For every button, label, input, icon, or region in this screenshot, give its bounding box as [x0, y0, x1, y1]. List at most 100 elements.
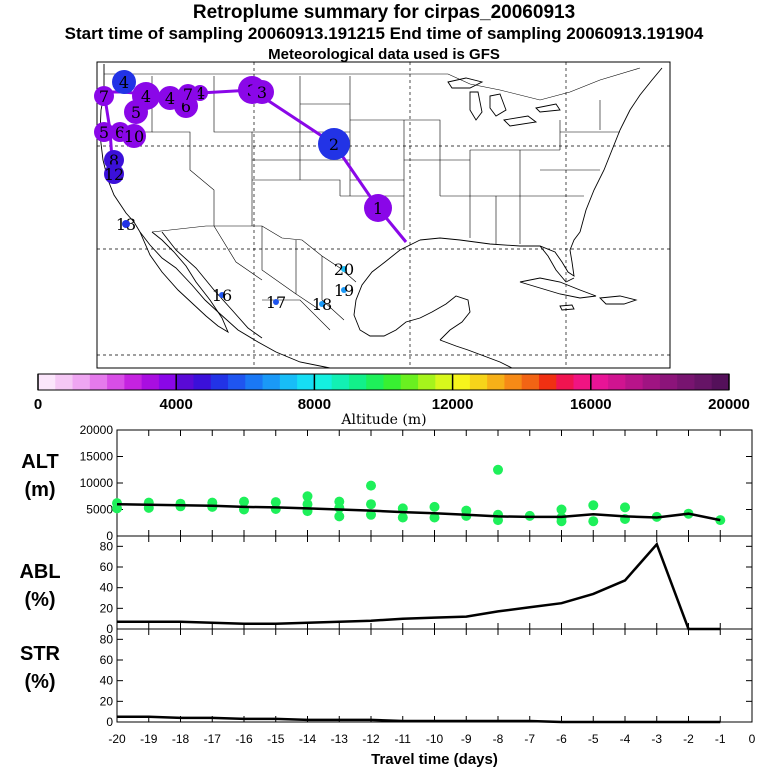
track-day-label: 2	[329, 135, 339, 154]
x-tick-label: -10	[426, 732, 444, 746]
altitude-point	[588, 516, 599, 527]
colorbar-swatch	[418, 374, 436, 390]
altitude-point	[112, 503, 122, 514]
track-day-label: 3	[257, 83, 267, 102]
colorbar-tick-label: 20000	[708, 396, 750, 413]
colorbar-swatch	[487, 374, 505, 390]
colorbar-swatch	[366, 374, 384, 390]
series-line-median-altitude	[116, 502, 721, 522]
track-marker	[341, 287, 347, 293]
x-tick-label: -13	[331, 732, 349, 746]
x-tick-label: -12	[362, 732, 380, 746]
colorbar-swatch	[314, 374, 333, 390]
track-day-label: 17	[266, 293, 286, 312]
colorbar-swatch	[331, 374, 350, 390]
chart-title: Retroplume summary for cirpas_20060913	[192, 2, 576, 23]
colorbar-swatch	[176, 374, 194, 390]
colorbar-swatch	[573, 374, 592, 390]
track-day-label: 19	[334, 281, 354, 300]
track-day-label: 12	[104, 165, 124, 184]
y-tick-label: 10000	[80, 476, 114, 490]
altitude-point	[366, 480, 376, 491]
track-marker	[104, 150, 124, 170]
sampling-times: Start time of sampling 20060913.191215 E…	[64, 24, 704, 43]
colorbar-swatch	[55, 374, 74, 390]
panel-ylabel: STR	[20, 643, 61, 665]
colorbar-tick-label: 12000	[432, 396, 474, 413]
track-day-label: 4	[119, 73, 129, 92]
track-day-label: 1	[373, 199, 383, 218]
x-tick-label: 0	[749, 732, 756, 746]
time-series-panels: ALT (m) 0 5000 10000 15000 20000 ABL (%) 0 20 40 60 8…	[19, 423, 755, 768]
colorbar-swatch	[89, 374, 108, 390]
panel-alt: ALT (m) 0 5000 10000 15000 20000	[21, 423, 753, 543]
map-panel: 1233444567745610812131617181920	[94, 61, 671, 369]
altitude-point	[429, 501, 440, 512]
series-line-abl	[117, 541, 721, 631]
colorbar-swatch	[72, 374, 91, 390]
y-tick-label: 60	[100, 560, 114, 574]
track-marker	[94, 86, 114, 106]
altitude-point	[302, 491, 313, 502]
track-day-label: 13	[116, 215, 136, 234]
x-tick-label: -6	[556, 732, 567, 746]
y-tick-label: 60	[100, 653, 114, 667]
track-day-label: 5	[99, 123, 109, 142]
series-line-str	[117, 715, 721, 724]
colorbar-swatch	[435, 374, 454, 390]
track-marker	[273, 299, 279, 305]
x-tick-label: -4	[620, 732, 631, 746]
panel-ylabel: (%)	[24, 589, 55, 611]
track-day-label: 4	[195, 84, 205, 103]
colorbar-swatch	[210, 374, 229, 390]
track-marker	[104, 164, 124, 184]
colorbar-tick-label: 0	[34, 396, 42, 413]
colorbar-swatch	[279, 374, 298, 390]
track-day-label: 10	[124, 127, 144, 146]
y-tick-label: 40	[100, 674, 114, 688]
y-tick-label: 80	[100, 632, 114, 646]
x-tick-label: -5	[588, 732, 599, 746]
y-tick-label: 20	[100, 694, 114, 708]
altitude-point	[302, 499, 313, 510]
x-tick-label: -18	[172, 732, 190, 746]
track-day-label: 5	[131, 103, 141, 122]
colorbar-swatch	[521, 374, 540, 390]
track-marker	[124, 100, 148, 124]
track-day-label: 8	[109, 151, 119, 170]
track-marker	[250, 80, 274, 104]
colorbar-swatch	[124, 374, 143, 390]
altitude-point	[556, 504, 567, 515]
track-marker	[364, 194, 392, 222]
x-tick-label: -9	[461, 732, 472, 746]
colorbar-swatch	[659, 374, 678, 390]
colorbar-swatch	[383, 374, 402, 390]
colorbar-swatch	[262, 374, 281, 390]
track-day-label: 6	[181, 97, 191, 116]
colorbar-tick-label: 16000	[570, 396, 612, 413]
altitude-point	[588, 500, 599, 511]
colorbar-swatch	[677, 374, 695, 390]
colorbar-swatch	[538, 374, 557, 390]
x-tick-label: -7	[524, 732, 535, 746]
altitude-point	[366, 509, 376, 520]
altitude-point	[334, 511, 345, 522]
colorbar-swatch	[228, 374, 246, 390]
track-day-label: 6	[115, 123, 125, 142]
panel-ylabel: (%)	[24, 671, 55, 693]
y-tick-label: 20000	[80, 423, 114, 437]
x-tick-label: -2	[683, 732, 694, 746]
panel-abl: ABL (%) 0 20 40 60 80	[19, 535, 753, 636]
colorbar-swatch	[245, 374, 264, 390]
colorbar-swatch	[556, 374, 575, 390]
x-tick-label: -3	[651, 732, 662, 746]
x-tick-label: -17	[204, 732, 222, 746]
colorbar-swatch	[694, 374, 713, 390]
altitude-colorbar: 0 4000 8000 12000 16000 20000	[34, 373, 750, 413]
colorbar-swatch	[141, 374, 160, 390]
colorbar-swatch	[504, 374, 523, 390]
colorbar-swatch	[469, 374, 488, 390]
altitude-point	[270, 504, 281, 514]
track-marker	[178, 84, 198, 104]
y-tick-label: 40	[100, 581, 114, 595]
